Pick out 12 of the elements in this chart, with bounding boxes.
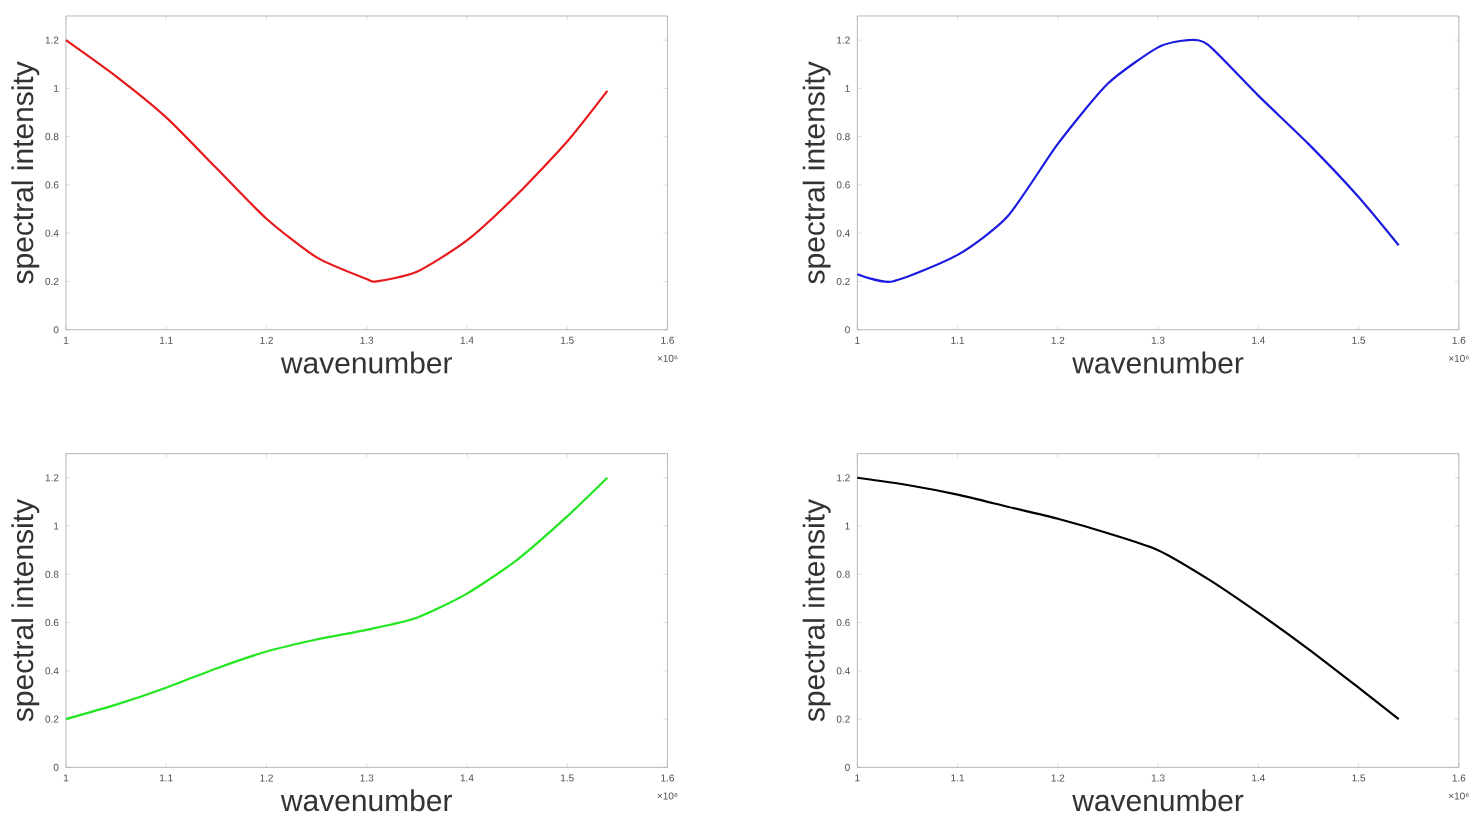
line-series	[856, 39, 1400, 284]
x-axis-title: wavenumber	[1072, 351, 1244, 374]
line-series	[64, 477, 609, 721]
y-axis-title: spectral intensity	[11, 499, 40, 722]
x-axis-title: wavenumber	[280, 351, 452, 374]
y-axis-title: spectral intensity	[802, 61, 831, 284]
line-series	[856, 477, 1400, 721]
y-axis-title: spectral intensity	[802, 499, 831, 722]
x-axis-title: wavenumber	[280, 789, 452, 812]
y-axis-title: spectral intensity	[11, 61, 40, 284]
x-axis-title: wavenumber	[1072, 789, 1244, 812]
line-series	[64, 39, 609, 283]
